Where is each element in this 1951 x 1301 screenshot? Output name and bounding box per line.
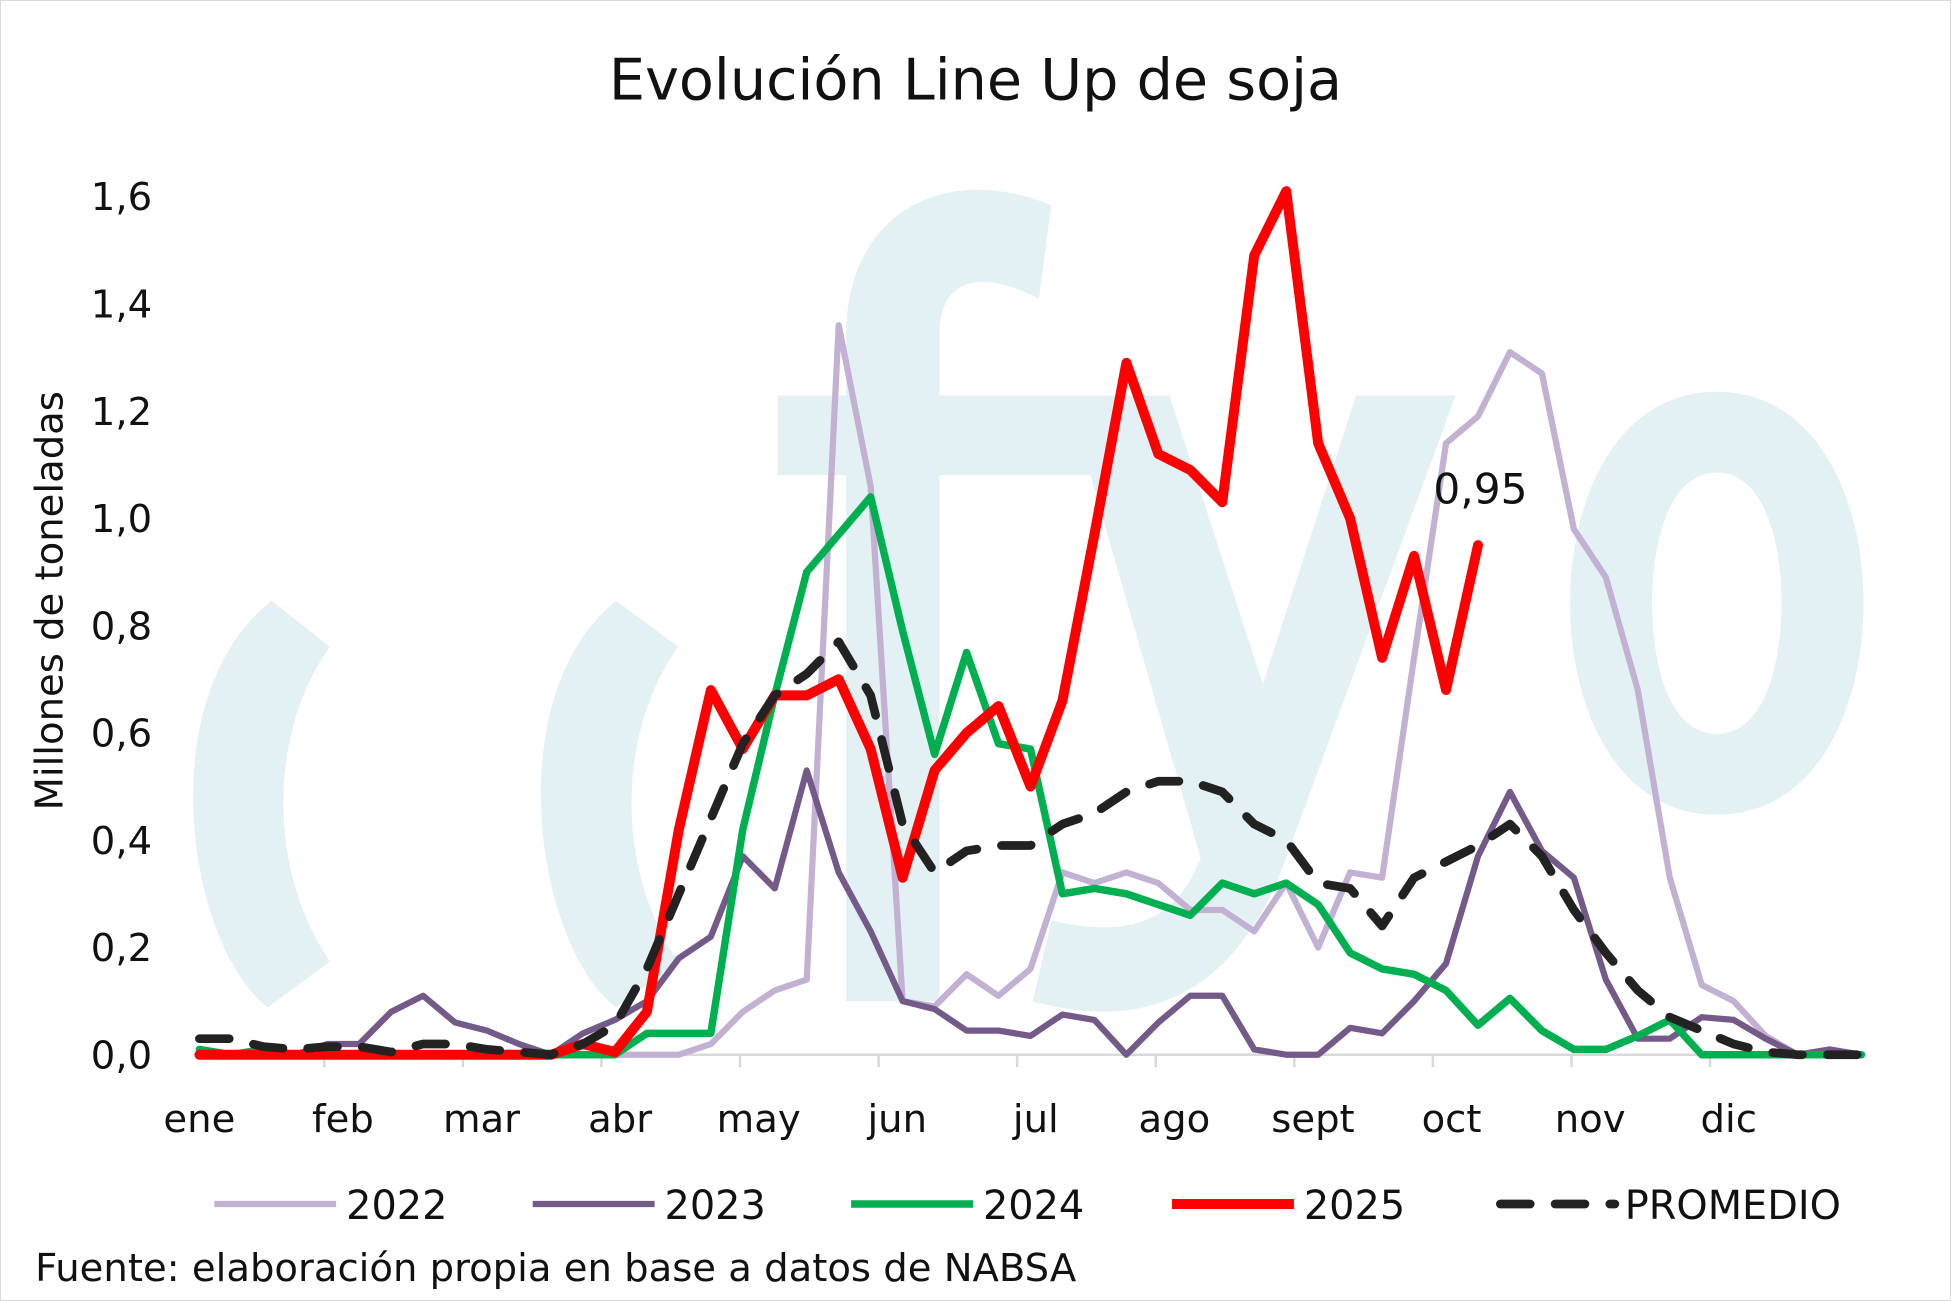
x-tick-label: ago bbox=[1139, 1097, 1211, 1142]
legend-label-promedio: PROMEDIO bbox=[1625, 1183, 1841, 1229]
series-line-2025 bbox=[194, 186, 1483, 1060]
x-tick-label: may bbox=[717, 1097, 801, 1142]
y-tick-label: 0,4 bbox=[91, 819, 152, 864]
x-tick-label: oct bbox=[1422, 1097, 1482, 1142]
x-tick-label: feb bbox=[312, 1097, 374, 1142]
y-tick-label: 1,0 bbox=[91, 497, 152, 542]
y-axis-label: Millones de toneladas bbox=[28, 391, 73, 810]
source-note: Fuente: elaboración propia en base a dat… bbox=[35, 1246, 1077, 1291]
legend-label-2022: 2022 bbox=[346, 1183, 447, 1229]
watermark-bracket-right-shape bbox=[540, 600, 679, 1008]
x-tick-label: dic bbox=[1701, 1097, 1757, 1142]
y-tick-label: 0,8 bbox=[91, 604, 152, 649]
y-tick-label: 1,2 bbox=[91, 390, 152, 435]
legend: 2022 2023 2024 2025 PROMEDIO bbox=[214, 1183, 1841, 1229]
legend-label-2023: 2023 bbox=[665, 1183, 766, 1229]
y-tick-label: 0,6 bbox=[91, 712, 152, 757]
y-tick-label: 1,4 bbox=[91, 282, 152, 327]
x-tick-label: abr bbox=[588, 1097, 652, 1142]
x-tick-label: jun bbox=[866, 1097, 927, 1142]
legend-label-2024: 2024 bbox=[983, 1183, 1084, 1229]
watermark-f-shape bbox=[777, 189, 1095, 1002]
watermark-bracket-left-shape bbox=[193, 600, 330, 1008]
y-tick-label: 0,0 bbox=[91, 1033, 152, 1078]
x-tick-label: sept bbox=[1271, 1097, 1354, 1142]
x-tick-label: jul bbox=[1012, 1097, 1059, 1142]
x-tick-label: ene bbox=[163, 1097, 235, 1142]
chart-title: Evolución Line Up de soja bbox=[609, 48, 1342, 114]
x-tick-label: nov bbox=[1555, 1097, 1626, 1142]
legend-label-2025: 2025 bbox=[1304, 1183, 1405, 1229]
series-line-promedio bbox=[195, 637, 1866, 1060]
y-tick-label: 0,2 bbox=[91, 926, 152, 971]
watermark-y-shape bbox=[1032, 395, 1456, 1012]
x-tick-label: mar bbox=[443, 1097, 520, 1142]
watermark-logo bbox=[193, 189, 1864, 1012]
series-line-2023 bbox=[196, 767, 1865, 1058]
annotation-label: 0,95 bbox=[1433, 465, 1527, 514]
y-tick-label: 1,6 bbox=[91, 175, 152, 220]
